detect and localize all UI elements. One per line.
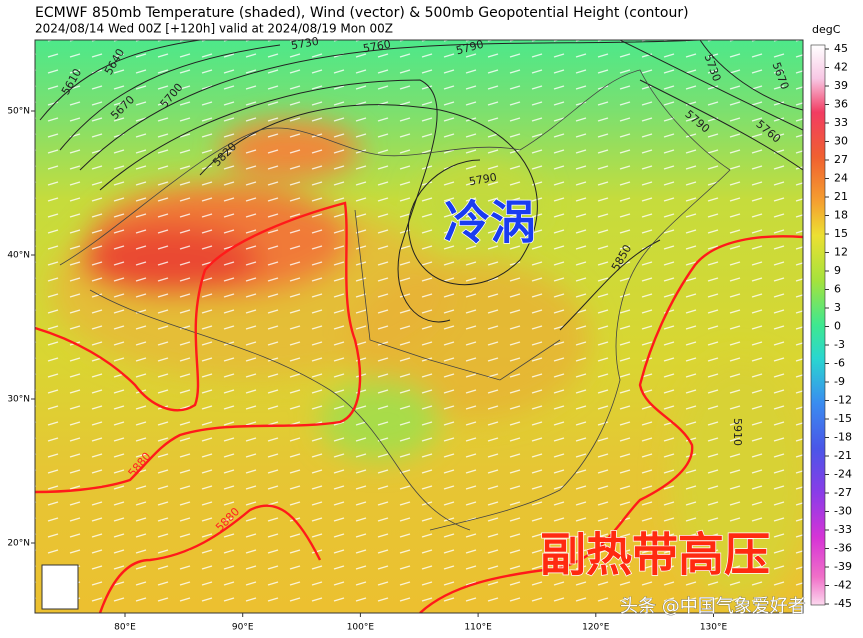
lon-tick-label: 110°E: [464, 623, 492, 633]
colorbar-tick-label: -39: [834, 560, 852, 573]
colorbar-label: degC: [812, 23, 841, 36]
contour-5880: [35, 201, 803, 613]
contour-label: 5760: [362, 38, 392, 56]
colorbar-tick-label: -3: [834, 338, 845, 351]
lat-tick-label: 50°N: [7, 107, 30, 117]
colorbar-tick-label: -6: [834, 357, 845, 370]
colorbar: [810, 44, 826, 606]
lon-tick-label: 100°E: [347, 623, 375, 633]
watermark: 头条 @中国气象爱好者: [620, 596, 806, 617]
colorbar-tick-label: 24: [834, 172, 848, 185]
lon-tick-label: 80°E: [114, 623, 136, 633]
annotation-subtropical-high: 副热带高压: [540, 528, 770, 582]
contour-label: 5730: [290, 35, 320, 53]
colorbar-tick-label: 6: [834, 283, 841, 296]
lon-tick-label: 120°E: [582, 623, 610, 633]
colorbar-tick-label: -42: [834, 579, 852, 592]
colorbar-tick-label: 15: [834, 227, 848, 240]
lat-tick-label: 30°N: [7, 395, 30, 405]
annotation-cold-vortex: 冷涡: [444, 196, 536, 250]
colorbar-tick-label: -15: [834, 412, 852, 425]
colorbar-tick-label: 36: [834, 98, 848, 111]
colorbar-tick-label: -9: [834, 375, 845, 388]
colorbar-tick-label: -30: [834, 505, 852, 518]
lon-tick-label: 90°E: [232, 623, 254, 633]
colorbar-tick-label: 45: [834, 42, 848, 55]
colorbar-tick-label: -12: [834, 394, 852, 407]
colorbar-tick-label: -33: [834, 523, 852, 536]
colorbar-tick-label: 9: [834, 264, 841, 277]
colorbar-tick-label: 21: [834, 190, 848, 203]
map: [35, 40, 803, 613]
colorbar-tick-label: 33: [834, 116, 848, 129]
colorbar-tick-label: 42: [834, 61, 848, 74]
map-frame: [34, 39, 804, 614]
inset-map: [41, 564, 79, 610]
subtitle: 2024/08/14 Wed 00Z [+120h] valid at 2024…: [35, 22, 393, 36]
colorbar-tick-label: -36: [834, 542, 852, 555]
colorbar-tick-label: -27: [834, 486, 852, 499]
wind-vectors: [35, 40, 803, 613]
colorbar-tick-label: 39: [834, 79, 848, 92]
lat-tick-label: 40°N: [7, 251, 30, 261]
colorbar-tick-label: 30: [834, 135, 848, 148]
title: ECMWF 850mb Temperature (shaded), Wind (…: [35, 5, 689, 21]
colorbar-tick-label: 12: [834, 246, 848, 259]
height-contours: [39, 40, 803, 331]
colorbar-tick-label: 0: [834, 320, 841, 333]
colorbar-tick-label: 3: [834, 301, 841, 314]
colorbar-tick-label: 18: [834, 209, 848, 222]
lon-tick-label: 130°E: [700, 623, 728, 633]
colorbar-tick-label: -18: [834, 431, 852, 444]
borders: [59, 69, 731, 531]
contour-label: 5910: [731, 418, 744, 446]
contour-label: 5790: [468, 171, 498, 189]
colorbar-tick-label: -45: [834, 597, 852, 610]
colorbar-tick-label: -21: [834, 449, 852, 462]
colorbar-tick-label: 27: [834, 153, 848, 166]
lat-tick-label: 20°N: [7, 539, 30, 549]
colorbar-tick-label: -24: [834, 468, 852, 481]
